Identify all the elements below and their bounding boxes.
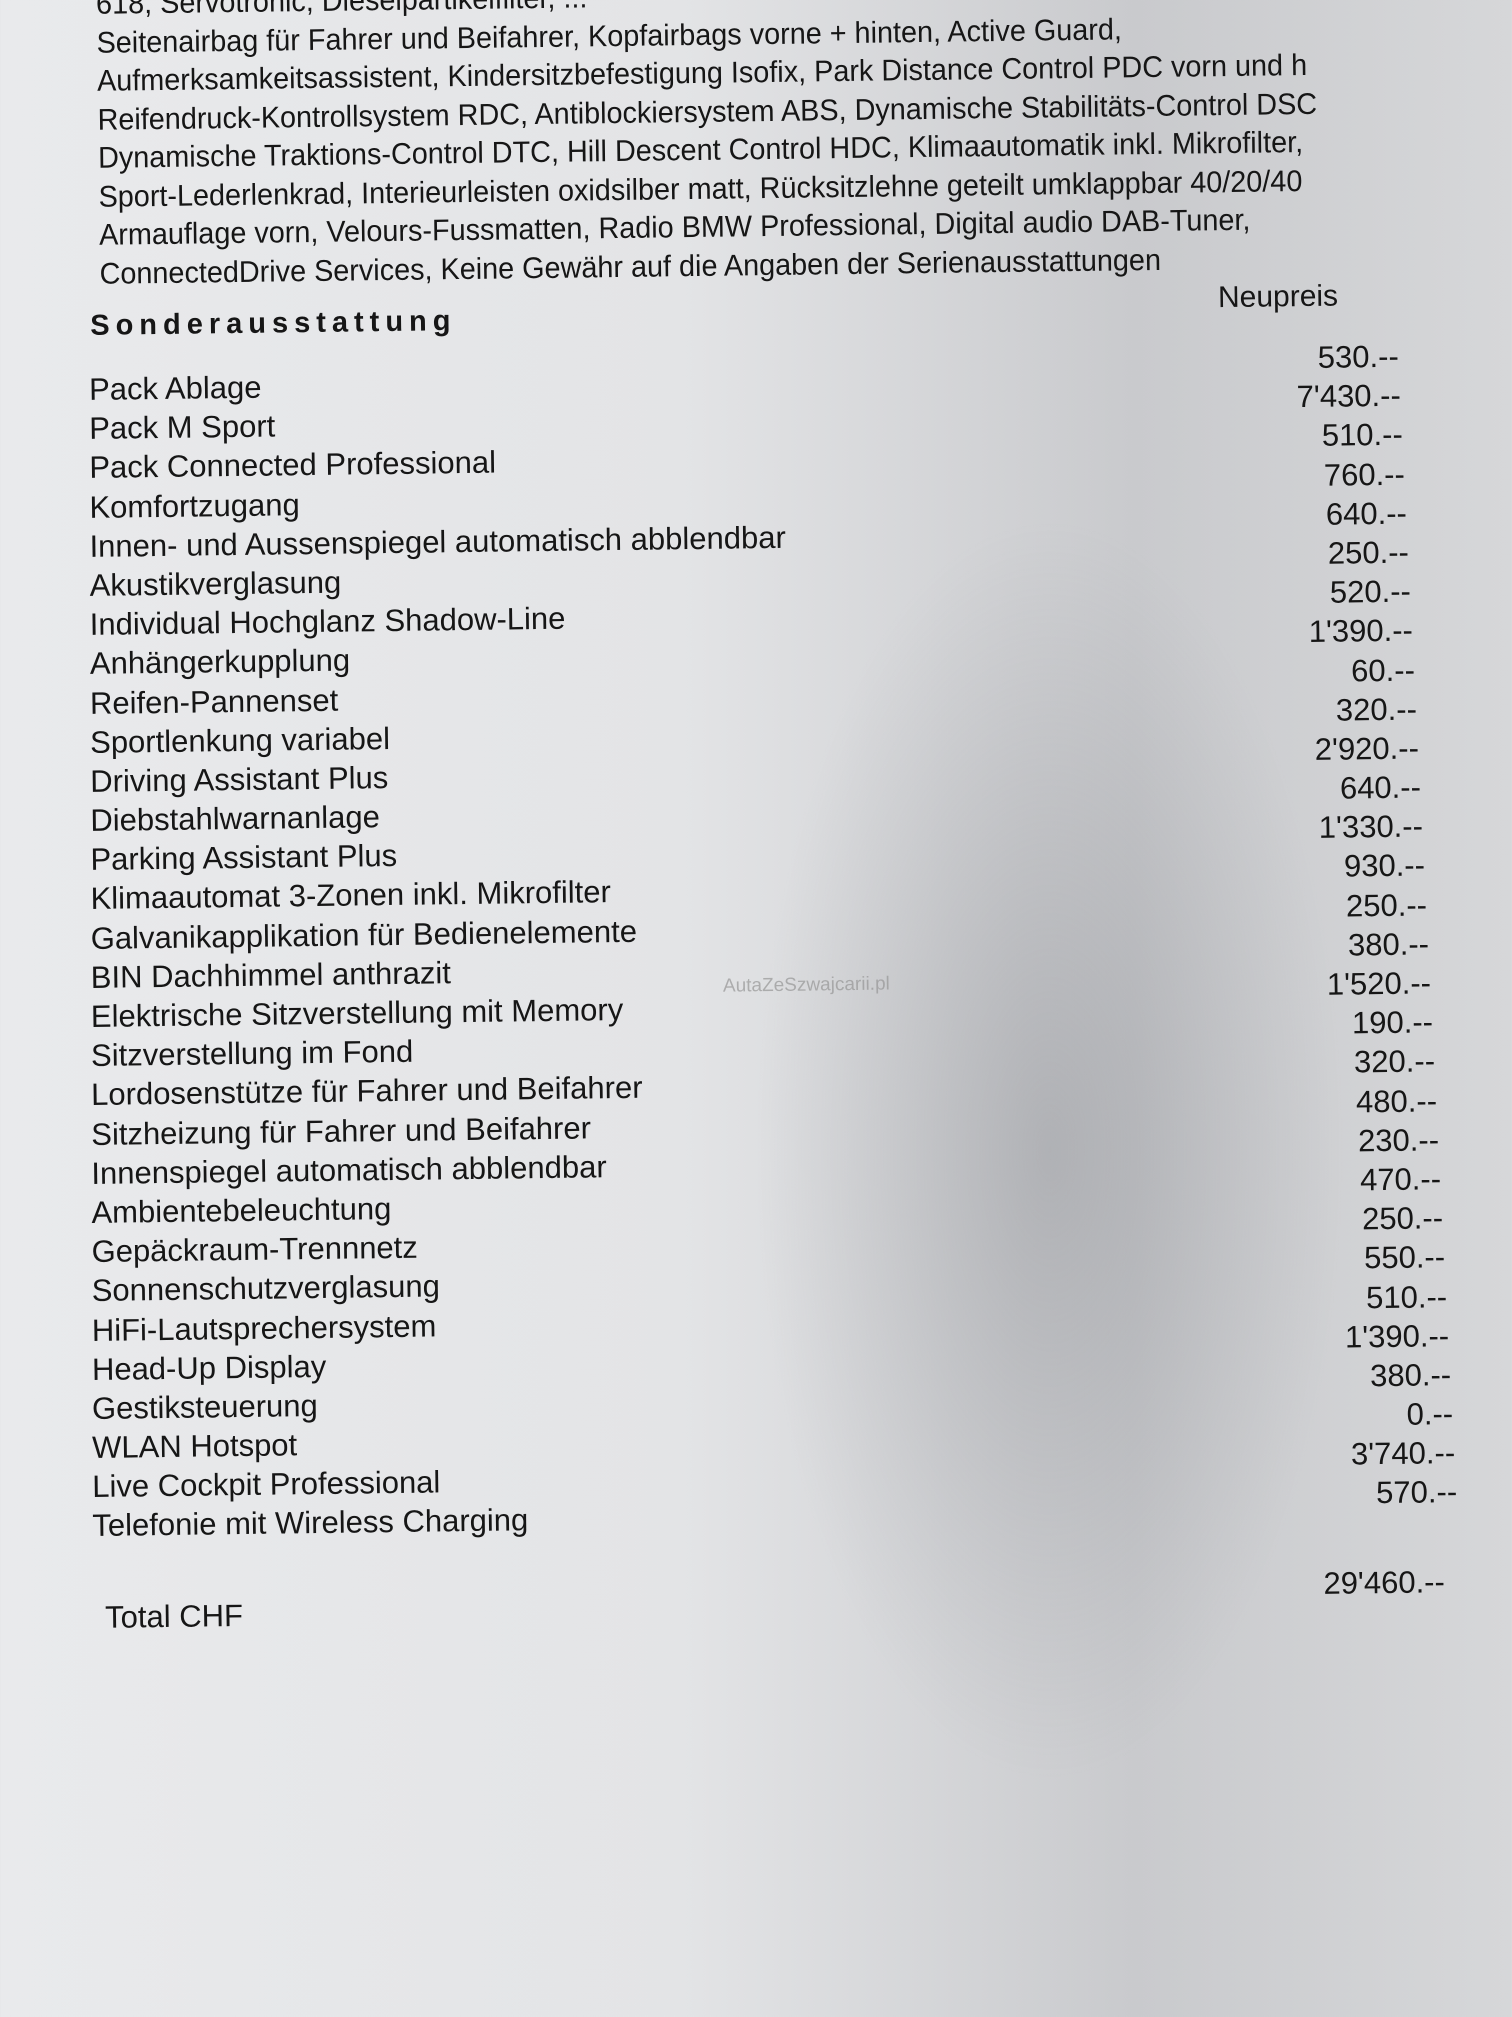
option-label: Individual Hochglanz Shadow-Line — [89, 600, 566, 643]
option-price: 3'740.-- — [1350, 1435, 1456, 1472]
option-label: Anhängerkupplung — [89, 642, 351, 682]
option-label: Driving Assistant Plus — [89, 759, 389, 799]
option-label: Galvanikapplikation für Bedienelemente — [90, 913, 638, 956]
option-label: Parking Assistant Plus — [90, 838, 398, 878]
option-price: 470.-- — [1359, 1161, 1442, 1198]
option-price: 7'430.-- — [1296, 377, 1402, 415]
option-price: 1'390.-- — [1308, 612, 1414, 650]
total-price: 29'460.-- — [1323, 1564, 1446, 1601]
option-label: Pack Connected Professional — [89, 444, 497, 486]
option-price: 2'920.-- — [1314, 730, 1420, 767]
option-label: Elektrische Sitzverstellung mit Memory — [90, 991, 624, 1034]
option-price: 520.-- — [1329, 573, 1412, 610]
option-label: Sitzheizung für Fahrer und Beifahrer — [91, 1109, 592, 1152]
option-label: Klimaautomat 3-Zonen inkl. Mikrofilter — [90, 874, 612, 917]
option-price: 250.-- — [1361, 1200, 1444, 1237]
option-label: Head-Up Display — [91, 1348, 327, 1387]
option-price: 380.-- — [1369, 1357, 1452, 1394]
price-column-header: Neupreis — [1217, 279, 1339, 315]
option-price: 320.-- — [1353, 1043, 1436, 1080]
option-label: HiFi-Lautsprechersystem — [91, 1307, 437, 1348]
option-label: Gepäckraum-Trennnetz — [91, 1229, 419, 1270]
options-list: Pack Ablage 530.-- Pack M Sport 7'430.-- Pac… — [88, 339, 1458, 1548]
options-heading: Sonderausstattung — [90, 305, 457, 342]
option-label: Reifen-Pannenset — [89, 682, 339, 721]
option-label: Lordosenstütze für Fahrer und Beifahrer — [90, 1070, 643, 1113]
option-price: 760.-- — [1323, 456, 1406, 493]
option-label: Live Cockpit Professional — [92, 1464, 441, 1505]
option-price: 380.-- — [1347, 926, 1430, 963]
option-label: Gestiksteuerung — [91, 1387, 318, 1426]
option-label: Pack M Sport — [88, 408, 276, 447]
option-label: Komfortzugang — [89, 486, 300, 525]
option-label: Diebstahlwarnanlage — [90, 799, 381, 838]
total-label: Total CHF — [104, 1598, 244, 1635]
option-price: 250.-- — [1345, 887, 1428, 924]
option-price: 0.-- — [1406, 1396, 1454, 1432]
option-label: Sonnenschutzverglasung — [91, 1268, 441, 1309]
option-label: WLAN Hotspot — [91, 1427, 298, 1466]
option-label: Innen- und Aussenspiegel automatisch abb… — [89, 519, 787, 564]
option-price: 550.-- — [1363, 1239, 1446, 1276]
option-price: 1'390.-- — [1344, 1317, 1450, 1355]
option-price: 530.-- — [1317, 338, 1400, 375]
option-label: Sportlenkung variabel — [89, 720, 391, 760]
option-price: 510.-- — [1365, 1278, 1448, 1315]
option-price: 640.-- — [1325, 495, 1408, 532]
option-price: 230.-- — [1357, 1122, 1440, 1159]
option-label: Telefonie mit Wireless Charging — [92, 1502, 529, 1544]
watermark: AutaZeSzwajcarii.pl — [722, 973, 890, 997]
option-price: 60.-- — [1350, 652, 1416, 688]
option-label: Pack Ablage — [88, 369, 262, 407]
option-price: 250.-- — [1327, 534, 1410, 571]
option-label: Ambientebeleuchtung — [91, 1190, 392, 1230]
option-price: 480.-- — [1355, 1082, 1438, 1119]
option-price: 1'330.-- — [1318, 808, 1424, 846]
option-price: 190.-- — [1351, 1004, 1434, 1041]
option-price: 640.-- — [1339, 769, 1422, 806]
option-label: BIN Dachhimmel anthrazit — [90, 955, 452, 995]
option-price: 570.-- — [1375, 1474, 1458, 1511]
option-label: Akustikverglasung — [89, 564, 342, 603]
option-price: 1'520.-- — [1326, 965, 1432, 1002]
option-price: 930.-- — [1343, 847, 1426, 884]
standard-equipment-text: 618, Servotronic, Dieselpartikelfilter, … — [96, 0, 1512, 294]
option-label: Sitzverstellung im Fond — [90, 1033, 414, 1074]
option-price: 320.-- — [1335, 691, 1418, 728]
option-label: Innenspiegel automatisch abblendbar — [91, 1148, 607, 1191]
total-row: Total CHF 29'460.-- — [105, 1564, 1445, 1635]
option-price: 510.-- — [1321, 417, 1404, 454]
